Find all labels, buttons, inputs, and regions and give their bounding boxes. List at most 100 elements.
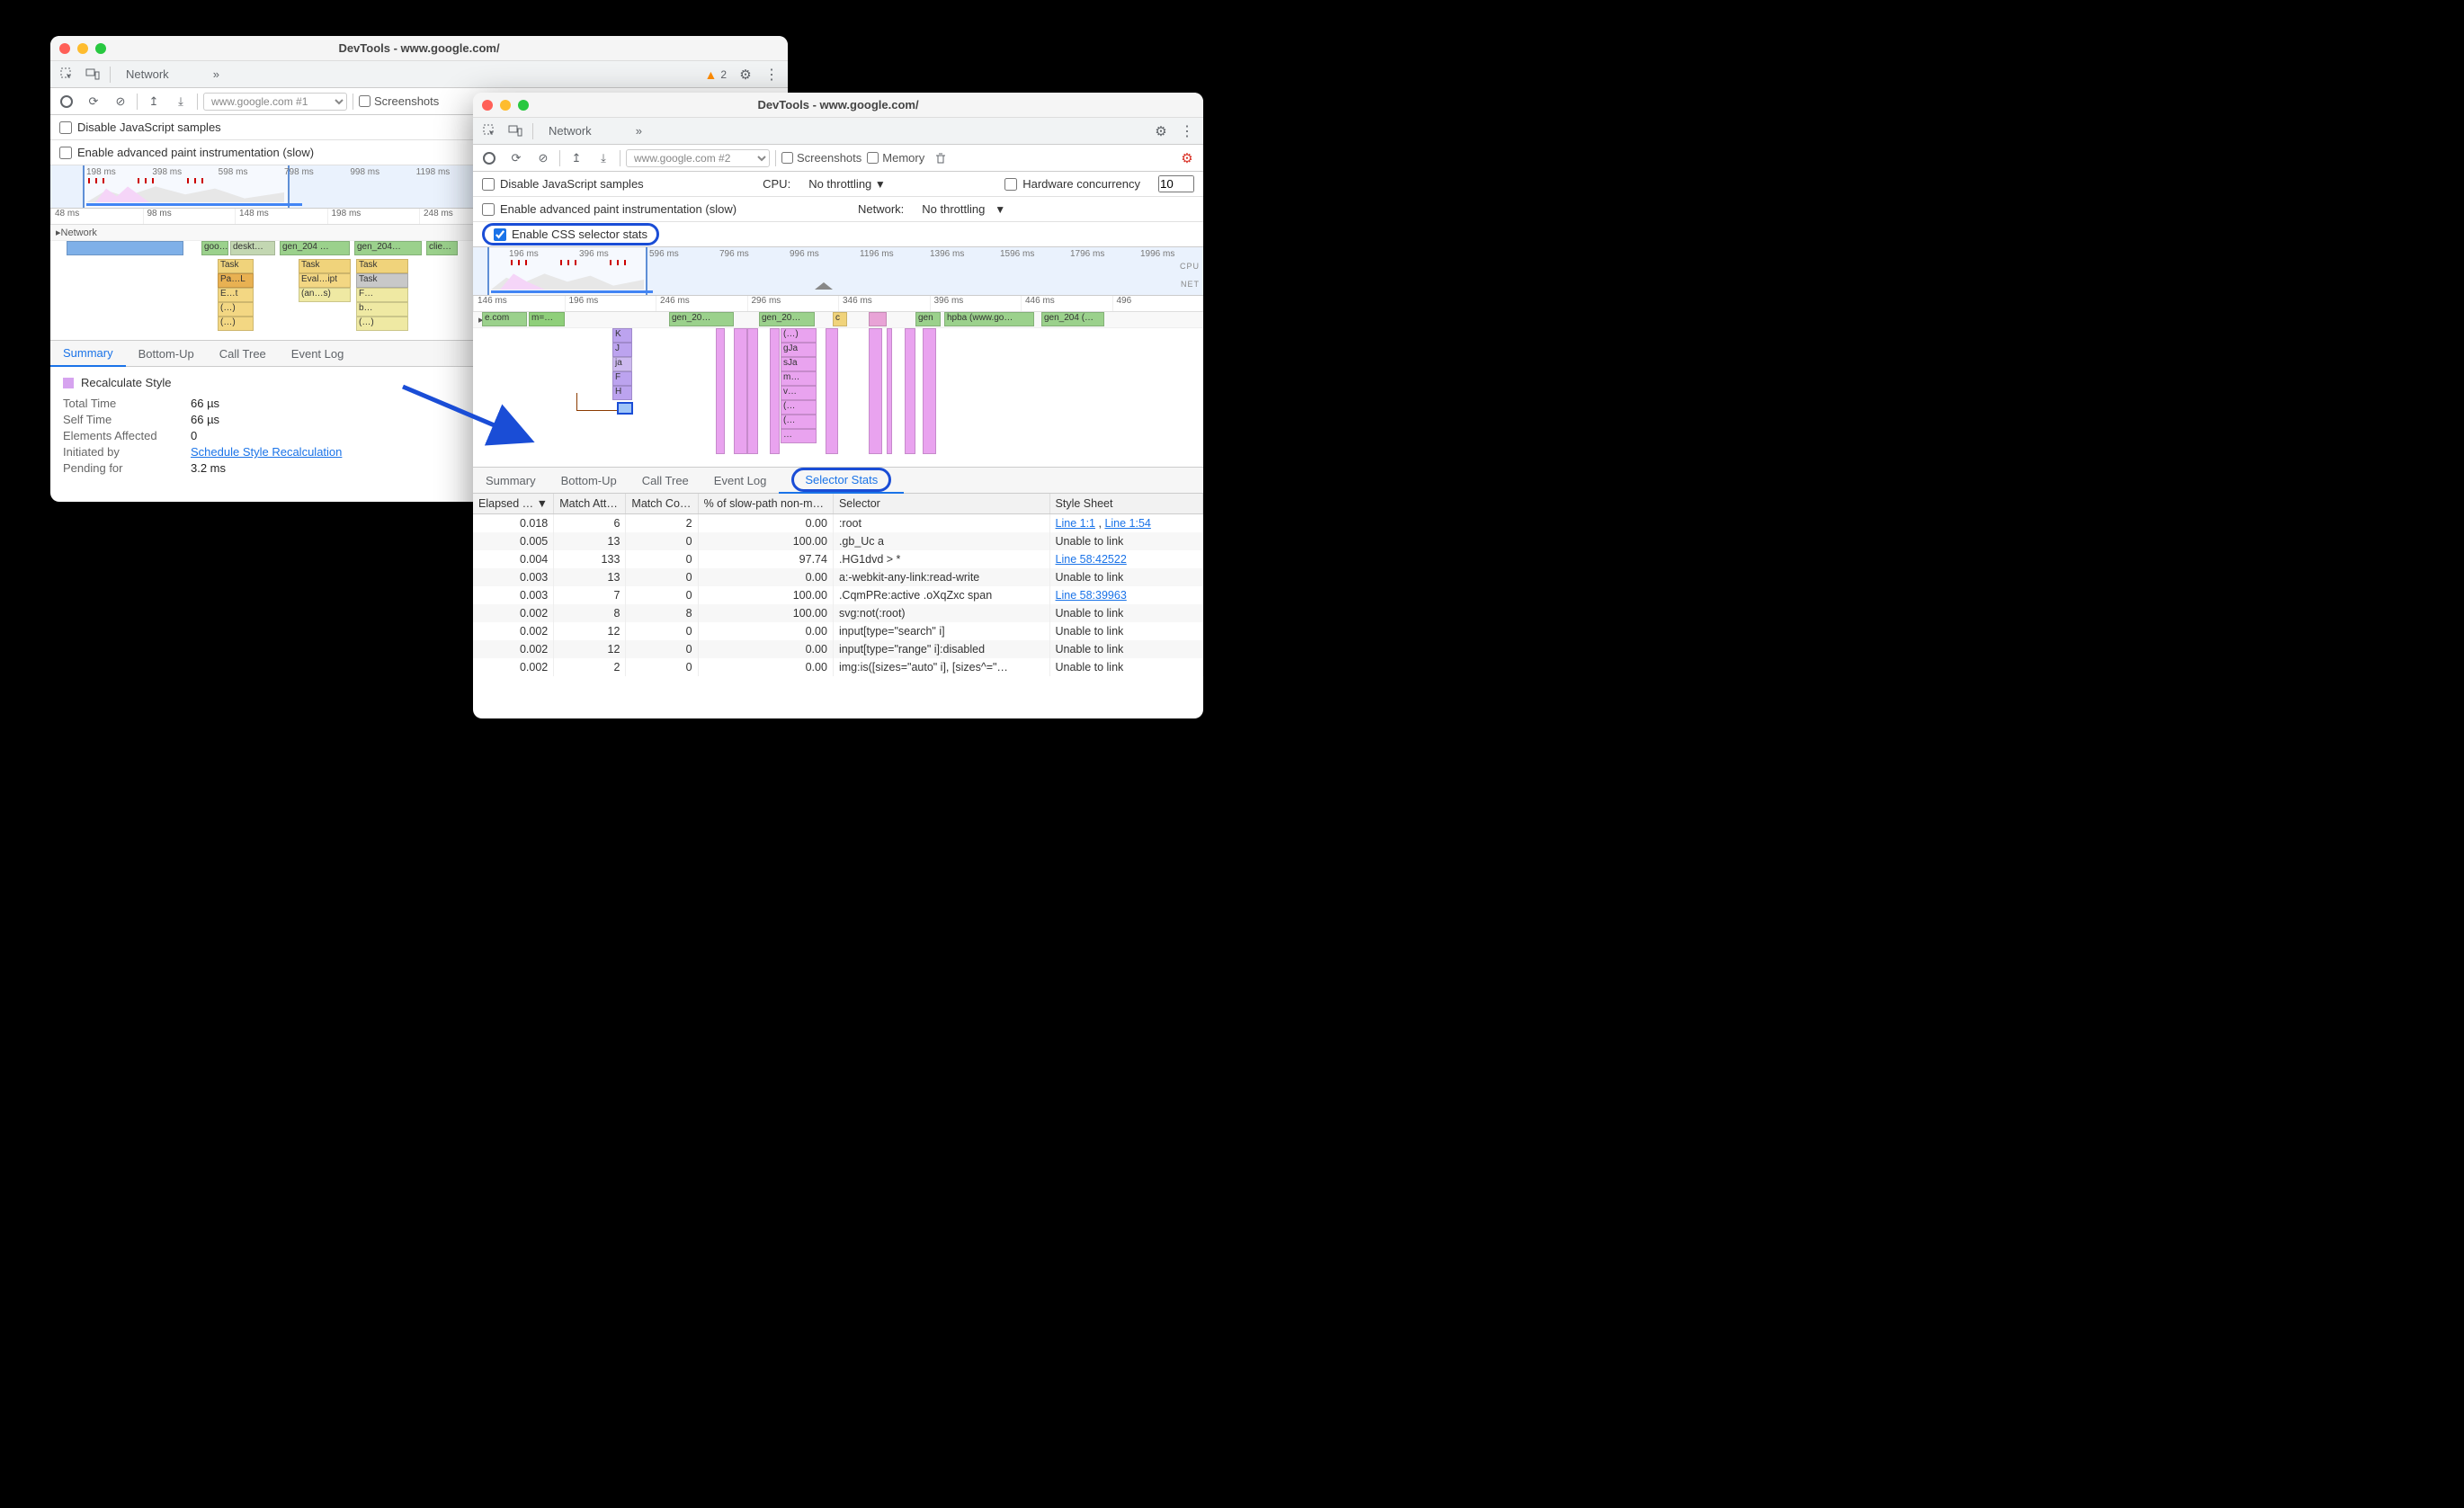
clear-button[interactable]: ⊘ [532, 147, 554, 169]
flame-block[interactable] [747, 328, 758, 454]
zoom-icon[interactable] [518, 100, 529, 111]
flame-block[interactable]: gen_20… [759, 312, 815, 326]
record-button[interactable] [478, 147, 500, 169]
flame-block[interactable]: E…t [218, 288, 254, 302]
cpu-throttle-select[interactable]: No throttling ▼ [808, 177, 886, 191]
flame-block[interactable] [826, 328, 838, 454]
gear-icon[interactable]: ⚙ [734, 63, 757, 86]
flame-block[interactable] [734, 328, 747, 454]
tab-network[interactable]: Network [539, 118, 625, 145]
flame-block[interactable]: Task [356, 273, 408, 288]
clear-button[interactable]: ⊘ [110, 91, 131, 112]
device-icon[interactable] [81, 63, 104, 86]
minimize-icon[interactable] [500, 100, 511, 111]
time-ruler[interactable]: 146 ms196 ms246 ms296 ms346 ms396 ms446 … [473, 296, 1203, 312]
minimize-icon[interactable] [77, 43, 88, 54]
initiated-by-link[interactable]: Schedule Style Recalculation [191, 445, 342, 459]
download-icon[interactable]: ⤓ [593, 147, 614, 169]
titlebar[interactable]: DevTools - www.google.com/ [50, 36, 788, 61]
trash-icon[interactable] [930, 147, 951, 169]
flame-block[interactable]: gen [915, 312, 941, 326]
detail-tab-selector-stats[interactable]: Selector Stats [779, 467, 904, 494]
flame-block[interactable]: Task [356, 259, 408, 273]
flame-block[interactable]: (…) [218, 302, 254, 317]
table-header[interactable]: Style Sheet [1049, 494, 1202, 514]
flame-block[interactable]: J [612, 343, 632, 357]
flame-block[interactable]: K [612, 328, 632, 343]
flame-block[interactable]: sJa [781, 357, 817, 371]
flame-block[interactable]: (… [781, 400, 817, 415]
net-throttle-select[interactable]: No throttling ▼ [922, 202, 1005, 216]
flame-block[interactable]: hpba (www.go… [944, 312, 1034, 326]
flame-block[interactable] [887, 328, 892, 454]
device-icon[interactable] [504, 120, 527, 143]
gear-icon-red[interactable]: ⚙ [1176, 147, 1198, 169]
flame-block[interactable]: gen_20… [669, 312, 734, 326]
disable-js-checkbox[interactable] [482, 178, 495, 191]
stylesheet-link[interactable]: Line 1:54 [1104, 517, 1150, 530]
record-button[interactable] [56, 91, 77, 112]
hw-concurrency-checkbox[interactable] [1004, 178, 1017, 191]
flame-block[interactable]: e.com [482, 312, 527, 326]
disable-js-checkbox[interactable] [59, 121, 72, 134]
flame-block[interactable] [869, 328, 882, 454]
table-row[interactable]: 0.0021200.00input[type="search" i]Unable… [473, 622, 1203, 640]
paint-checkbox[interactable] [59, 147, 72, 159]
table-row[interactable]: 0.00370100.00.CqmPRe:active .oXqZxc span… [473, 586, 1203, 604]
flame-block[interactable]: … [781, 429, 817, 443]
flame-block[interactable]: (…) [356, 317, 408, 331]
reload-button[interactable]: ⟳ [83, 91, 104, 112]
screenshots-checkbox[interactable] [359, 95, 370, 107]
zoom-icon[interactable] [95, 43, 106, 54]
table-header[interactable]: Selector [833, 494, 1049, 514]
flame-block[interactable]: v… [781, 386, 817, 400]
more-tabs-icon[interactable]: » [627, 120, 650, 143]
css-selector-stats-checkbox[interactable] [494, 228, 506, 241]
reload-button[interactable]: ⟳ [505, 147, 527, 169]
table-row[interactable]: 0.0021200.00input[type="range" i]:disabl… [473, 640, 1203, 658]
close-icon[interactable] [482, 100, 493, 111]
detail-tab-bottom-up[interactable]: Bottom-Up [549, 467, 629, 494]
flame-block[interactable]: (…) [218, 317, 254, 331]
detail-tab-event-log[interactable]: Event Log [279, 340, 357, 367]
flame-block[interactable]: goo… [201, 241, 228, 255]
flame-block[interactable] [716, 328, 725, 454]
table-row[interactable]: 0.005130100.00.gb_Uc aUnable to link [473, 532, 1203, 550]
detail-tab-summary[interactable]: Summary [473, 467, 549, 494]
flame-block[interactable]: gen_204 (… [1041, 312, 1104, 326]
flame-block[interactable] [770, 328, 780, 454]
titlebar[interactable]: DevTools - www.google.com/ [473, 93, 1203, 118]
inspect-icon[interactable] [478, 120, 502, 143]
flame-block[interactable] [923, 328, 936, 454]
detail-tab-summary[interactable]: Summary [50, 340, 126, 367]
flame-block[interactable] [67, 241, 183, 255]
more-tabs-icon[interactable]: » [204, 63, 228, 86]
flame-block[interactable] [617, 402, 633, 415]
kebab-icon[interactable]: ⋮ [759, 63, 782, 86]
table-header[interactable]: Match Co… [626, 494, 698, 514]
warnings-badge[interactable]: ▲ 2 [699, 67, 732, 82]
flame-block[interactable]: gen_204 … [280, 241, 350, 255]
flame-chart[interactable]: ▸ Network e.comm=…gen_20…gen_20…cgenhpba… [473, 312, 1203, 467]
inspect-icon[interactable] [56, 63, 79, 86]
flame-block[interactable]: Eval…ipt [299, 273, 351, 288]
flame-block[interactable]: (an…s) [299, 288, 351, 302]
flame-block[interactable] [869, 312, 887, 326]
hw-concurrency-input[interactable] [1158, 175, 1194, 192]
table-row[interactable]: 0.018620.00:rootLine 1:1 , Line 1:54 [473, 514, 1203, 533]
flame-block[interactable]: F… [356, 288, 408, 302]
stylesheet-link[interactable]: Line 58:42522 [1056, 553, 1127, 566]
flame-block[interactable]: c [833, 312, 847, 326]
table-row[interactable]: 0.002200.00img:is([sizes="auto" i], [siz… [473, 658, 1203, 676]
table-row[interactable]: 0.004133097.74.HG1dvd > *Line 58:42522 [473, 550, 1203, 568]
kebab-icon[interactable]: ⋮ [1174, 120, 1198, 143]
tab-network[interactable]: Network [116, 61, 202, 88]
flame-block[interactable]: deskt… [230, 241, 275, 255]
close-icon[interactable] [59, 43, 70, 54]
flame-block[interactable]: clie… [426, 241, 458, 255]
stylesheet-link[interactable]: Line 58:39963 [1056, 589, 1127, 602]
flame-block[interactable]: b… [356, 302, 408, 317]
flame-block[interactable]: m… [781, 371, 817, 386]
table-row[interactable]: 0.0031300.00a:-webkit-any-link:read-writ… [473, 568, 1203, 586]
download-icon[interactable]: ⤓ [170, 91, 192, 112]
